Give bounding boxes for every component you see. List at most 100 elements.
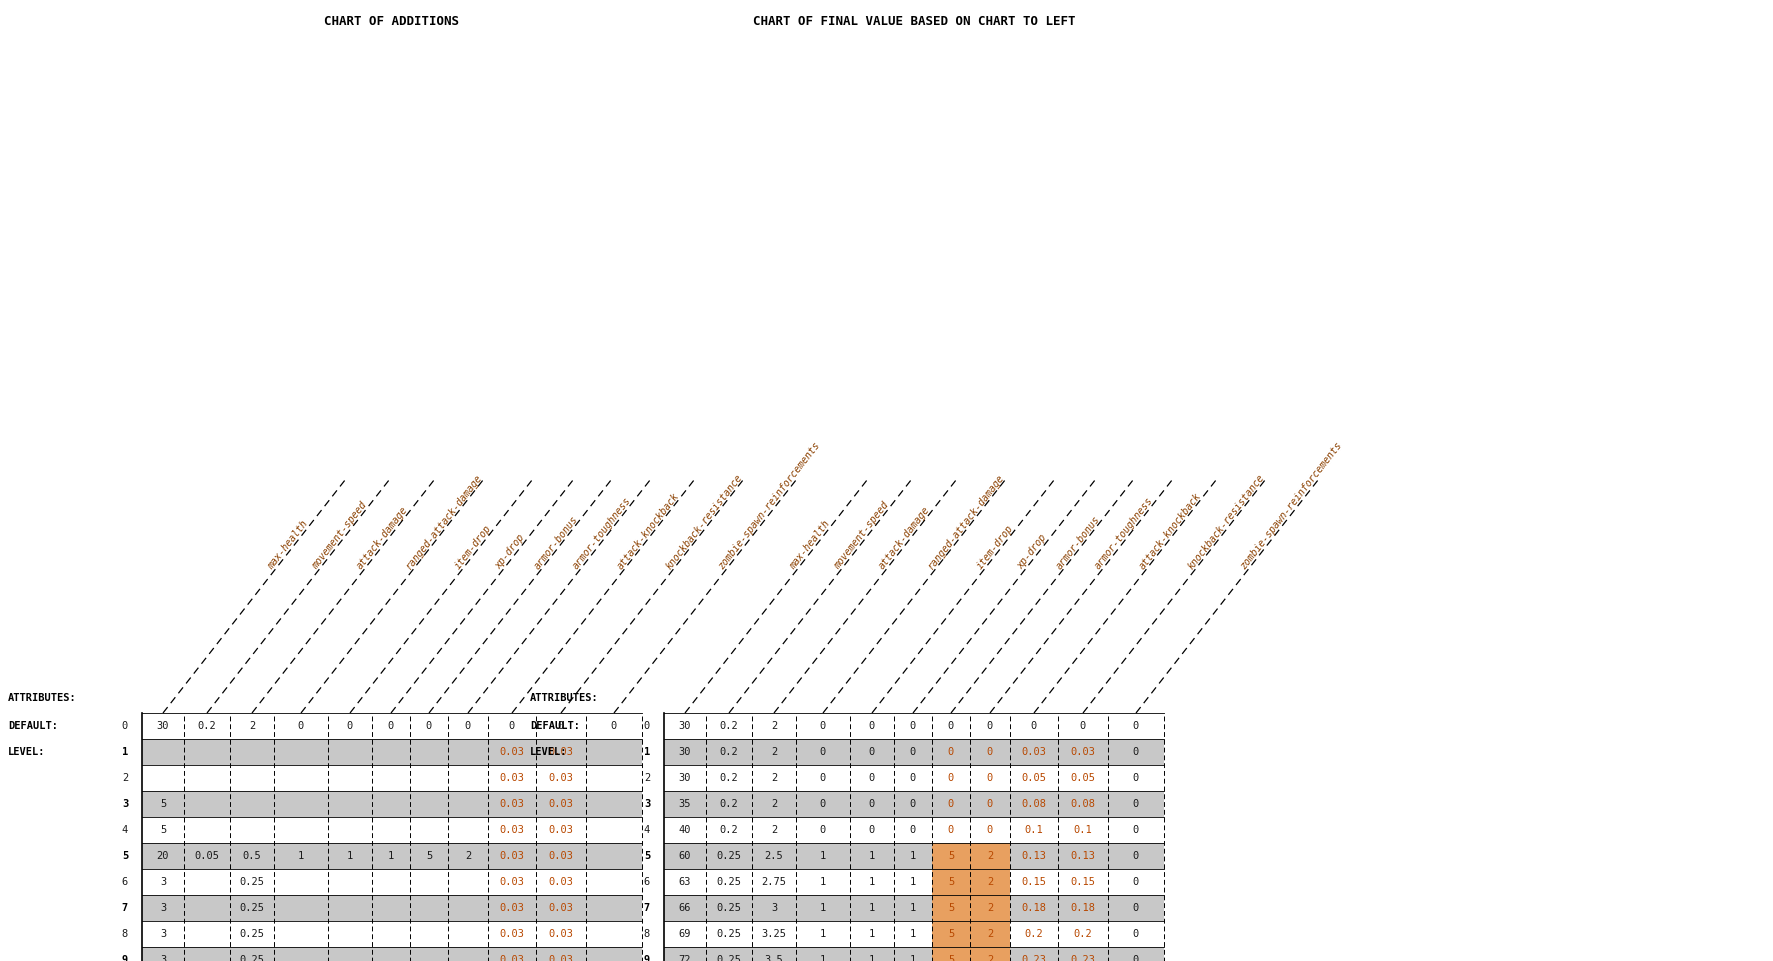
Text: 3: 3 bbox=[160, 955, 167, 961]
Text: attack-knockback: attack-knockback bbox=[1136, 491, 1202, 571]
Text: 0: 0 bbox=[947, 747, 954, 757]
Text: 2.75: 2.75 bbox=[761, 877, 785, 887]
Text: 0: 0 bbox=[869, 825, 874, 835]
Text: 1: 1 bbox=[348, 851, 353, 861]
Text: 0.23: 0.23 bbox=[1021, 955, 1046, 961]
Text: 0: 0 bbox=[426, 721, 433, 731]
Text: 0: 0 bbox=[388, 721, 394, 731]
Text: armor-toughness: armor-toughness bbox=[1092, 496, 1154, 571]
Text: 0: 0 bbox=[122, 721, 128, 731]
Text: 0.03: 0.03 bbox=[548, 955, 573, 961]
Text: 5: 5 bbox=[122, 851, 128, 861]
Bar bbox=[663, 739, 1163, 765]
Text: 1: 1 bbox=[910, 877, 915, 887]
Text: 0: 0 bbox=[1133, 825, 1138, 835]
Text: 0: 0 bbox=[644, 721, 649, 731]
Text: 0: 0 bbox=[465, 721, 472, 731]
Text: 2: 2 bbox=[986, 903, 993, 913]
Text: armor-toughness: armor-toughness bbox=[571, 496, 633, 571]
Text: 5: 5 bbox=[947, 903, 954, 913]
Text: 2: 2 bbox=[771, 721, 777, 731]
Text: 0.03: 0.03 bbox=[548, 929, 573, 939]
Text: 0: 0 bbox=[986, 773, 993, 783]
Text: ATTRIBUTES:: ATTRIBUTES: bbox=[9, 693, 76, 703]
Text: 0: 0 bbox=[947, 825, 954, 835]
Text: 1: 1 bbox=[869, 955, 874, 961]
Bar bbox=[931, 947, 970, 961]
Text: 2: 2 bbox=[771, 799, 777, 809]
Text: 0: 0 bbox=[1030, 721, 1037, 731]
Text: 0.05: 0.05 bbox=[1021, 773, 1046, 783]
Text: 0.03: 0.03 bbox=[500, 929, 525, 939]
Text: 0: 0 bbox=[910, 721, 915, 731]
Text: 0: 0 bbox=[910, 799, 915, 809]
Text: 6: 6 bbox=[122, 877, 128, 887]
Text: 0: 0 bbox=[819, 721, 826, 731]
Text: 3: 3 bbox=[644, 799, 649, 809]
Text: 0: 0 bbox=[910, 773, 915, 783]
Text: 0.08: 0.08 bbox=[1021, 799, 1046, 809]
Text: 0.2: 0.2 bbox=[720, 825, 738, 835]
Text: xp-drop: xp-drop bbox=[493, 532, 527, 571]
Text: 0.03: 0.03 bbox=[500, 851, 525, 861]
Text: 0: 0 bbox=[1133, 877, 1138, 887]
Text: 30: 30 bbox=[156, 721, 168, 731]
Text: 2: 2 bbox=[986, 877, 993, 887]
Text: 0: 0 bbox=[986, 799, 993, 809]
Text: 3: 3 bbox=[160, 877, 167, 887]
Bar bbox=[663, 895, 1163, 921]
Text: 0.25: 0.25 bbox=[716, 955, 741, 961]
Text: 0.03: 0.03 bbox=[548, 877, 573, 887]
Text: 0.5: 0.5 bbox=[243, 851, 261, 861]
Text: 0.2: 0.2 bbox=[720, 747, 738, 757]
Text: 2: 2 bbox=[248, 721, 255, 731]
Text: item-drop: item-drop bbox=[975, 524, 1014, 571]
Text: 1: 1 bbox=[819, 929, 826, 939]
Text: attack-knockback: attack-knockback bbox=[615, 491, 681, 571]
Text: 5: 5 bbox=[947, 877, 954, 887]
Text: 1: 1 bbox=[869, 903, 874, 913]
Text: 0.2: 0.2 bbox=[720, 773, 738, 783]
Bar bbox=[142, 869, 642, 895]
Text: 0.03: 0.03 bbox=[500, 747, 525, 757]
Text: 0.03: 0.03 bbox=[500, 903, 525, 913]
Text: 2: 2 bbox=[644, 773, 649, 783]
Text: CHART OF FINAL VALUE BASED ON CHART TO LEFT: CHART OF FINAL VALUE BASED ON CHART TO L… bbox=[752, 15, 1074, 28]
Text: knockback-resistance: knockback-resistance bbox=[663, 473, 743, 571]
Text: max-health: max-health bbox=[266, 519, 310, 571]
Text: 0: 0 bbox=[1133, 721, 1138, 731]
Bar bbox=[142, 739, 642, 765]
Bar bbox=[142, 921, 642, 947]
Text: LEVEL:: LEVEL: bbox=[9, 747, 46, 757]
Text: 0: 0 bbox=[509, 721, 514, 731]
Text: 0.2: 0.2 bbox=[1025, 929, 1043, 939]
Text: 0.08: 0.08 bbox=[1069, 799, 1096, 809]
Text: 1: 1 bbox=[819, 877, 826, 887]
Text: 0.03: 0.03 bbox=[548, 825, 573, 835]
Text: 0.03: 0.03 bbox=[548, 799, 573, 809]
Text: 1: 1 bbox=[819, 955, 826, 961]
Text: 5: 5 bbox=[947, 955, 954, 961]
Text: 1: 1 bbox=[910, 851, 915, 861]
Text: 0: 0 bbox=[869, 799, 874, 809]
Text: 0.03: 0.03 bbox=[548, 903, 573, 913]
Text: knockback-resistance: knockback-resistance bbox=[1186, 473, 1266, 571]
Bar bbox=[970, 921, 1009, 947]
Text: 0.13: 0.13 bbox=[1021, 851, 1046, 861]
Bar bbox=[663, 921, 1163, 947]
Text: DEFAULT:: DEFAULT: bbox=[9, 721, 59, 731]
Text: 0.25: 0.25 bbox=[239, 955, 264, 961]
Text: 1: 1 bbox=[388, 851, 394, 861]
Text: item-drop: item-drop bbox=[452, 524, 493, 571]
Text: 0.05: 0.05 bbox=[195, 851, 220, 861]
Text: 0: 0 bbox=[819, 825, 826, 835]
Text: max-health: max-health bbox=[787, 519, 832, 571]
Text: 2: 2 bbox=[986, 851, 993, 861]
Text: 6: 6 bbox=[644, 877, 649, 887]
Text: 0.25: 0.25 bbox=[716, 877, 741, 887]
Text: 0.03: 0.03 bbox=[1069, 747, 1096, 757]
Text: 0.15: 0.15 bbox=[1069, 877, 1096, 887]
Text: 7: 7 bbox=[644, 903, 649, 913]
Text: 63: 63 bbox=[679, 877, 691, 887]
Bar bbox=[142, 713, 642, 739]
